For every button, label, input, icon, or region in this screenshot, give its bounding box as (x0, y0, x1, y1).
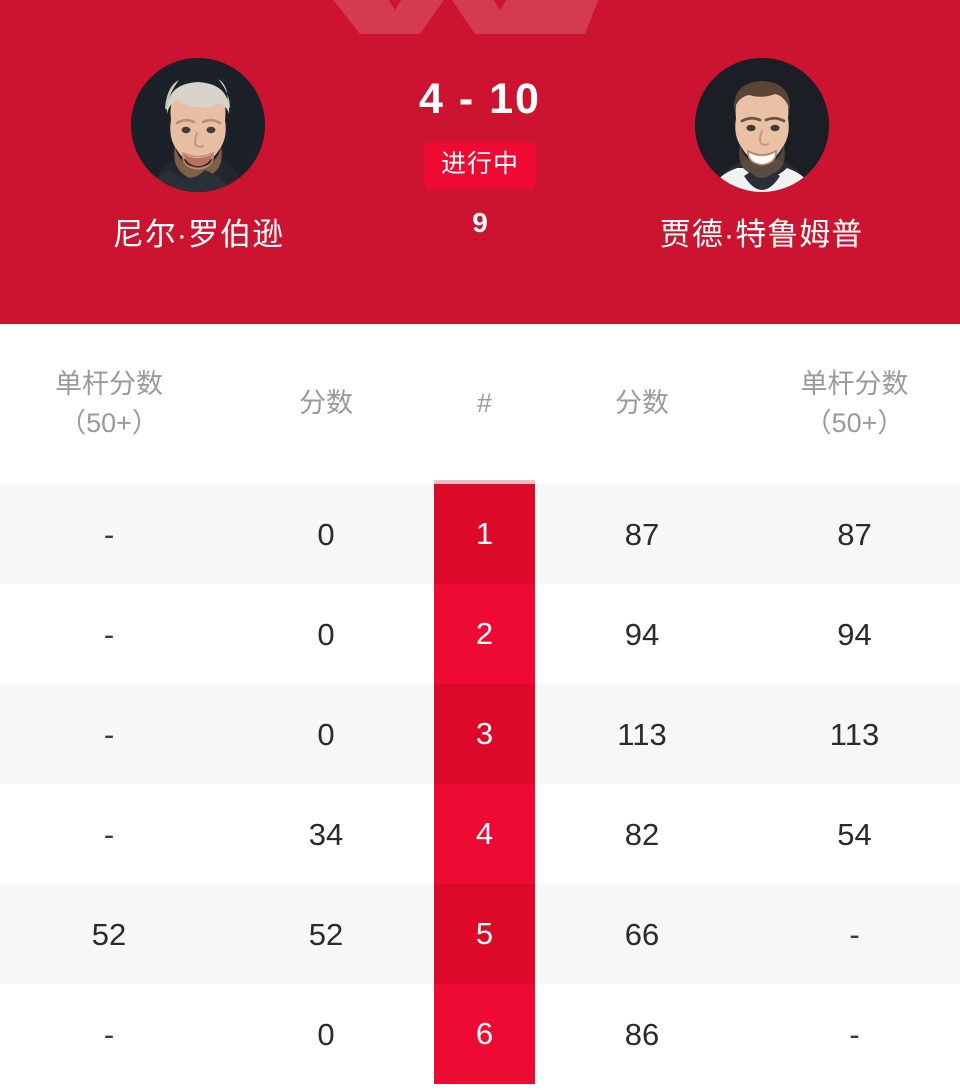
cell-p1-score: 0 (317, 1016, 335, 1052)
current-frame-number: 9 (472, 207, 488, 238)
cell-p1-break: - (103, 616, 115, 652)
cell-frame-number: 4 (434, 784, 535, 884)
cell-p1-score: 0 (317, 716, 335, 752)
cell-p2-score: 82 (624, 816, 660, 852)
cell-p2-score: 87 (624, 516, 660, 552)
player-name-left: 尼尔·罗伯逊 (112, 217, 285, 252)
table-row[interactable]: - 0 2 94 94 (0, 584, 960, 684)
player-avatar-judd-trump (694, 58, 829, 192)
cell-p1-break: - (103, 1016, 115, 1052)
cell-p2-break: 54 (837, 816, 872, 852)
player-name-right: 贾德·特鲁姆普 (659, 217, 864, 252)
player-avatar-neil-robertson (131, 58, 266, 192)
table-body: - 0 1 87 87 - 0 2 94 94 - 0 3 113 113 (0, 480, 960, 1084)
column-header-line1: 分数 (299, 388, 353, 419)
column-header-line2: （50+） (804, 408, 905, 438)
cell-p1-score: 52 (308, 916, 344, 952)
status-badge: 进行中 (424, 142, 537, 189)
table-row[interactable]: - 34 4 82 54 (0, 784, 960, 884)
cell-frame-number: 6 (434, 984, 535, 1084)
cell-p1-break: 52 (91, 916, 127, 952)
column-header-line1: 分数 (615, 388, 669, 419)
cell-p1-score: 34 (308, 816, 344, 852)
cell-p1-break: - (103, 516, 115, 552)
cell-p2-break: 94 (837, 616, 872, 652)
cell-frame-number: 1 (434, 484, 535, 584)
column-header-line1: 单杆分数 (800, 368, 909, 399)
cell-p2-break: 113 (829, 716, 880, 752)
cell-p1-break: - (103, 716, 115, 752)
match-score: 4 - 10 (419, 75, 541, 123)
cell-p2-score: 94 (624, 616, 660, 652)
column-header-p1-break: 单杆分数 （50+） (0, 365, 218, 443)
cell-frame-number: 3 (434, 684, 535, 784)
table-row[interactable]: - 0 6 86 - (0, 984, 960, 1084)
table-header-row: 单杆分数 （50+） 分数 # 分数 单杆分数 （50+） (0, 324, 960, 484)
cell-p2-score: 86 (624, 1016, 660, 1052)
column-header-line1: 单杆分数 (55, 368, 163, 399)
frame-score-table: 单杆分数 （50+） 分数 # 分数 单杆分数 （50+） - 0 1 (0, 324, 960, 1084)
match-header: 尼尔·罗伯逊 4 - 10 进行中 9 (0, 0, 960, 324)
column-header-p1-score: 分数 (218, 384, 434, 423)
cell-p1-break: - (103, 816, 115, 852)
cell-p2-break: 87 (837, 516, 872, 552)
cell-p2-score: 113 (617, 716, 667, 752)
table-row[interactable]: 52 52 5 66 - (0, 884, 960, 984)
cell-p1-score: 0 (317, 516, 335, 552)
column-header-p2-break: 单杆分数 （50+） (749, 365, 960, 443)
table-row[interactable]: - 0 3 113 113 (0, 684, 960, 784)
cell-frame-number: 5 (434, 884, 535, 984)
player-block-right[interactable]: 贾德·特鲁姆普 (577, 0, 946, 252)
cell-p2-score: 66 (624, 916, 660, 952)
column-header-frame: # (434, 384, 535, 423)
cell-p2-break: - (849, 1016, 860, 1052)
column-header-line1: # (476, 388, 493, 419)
column-header-p2-score: 分数 (535, 384, 749, 423)
column-header-line2: （50+） (59, 408, 159, 438)
player-block-left[interactable]: 尼尔·罗伯逊 (14, 0, 383, 252)
cell-frame-number: 2 (434, 584, 535, 684)
score-block: 4 - 10 进行中 9 (383, 0, 577, 237)
header-inner: 尼尔·罗伯逊 4 - 10 进行中 9 (0, 0, 960, 324)
table-row[interactable]: - 0 1 87 87 (0, 484, 960, 584)
frame-column-cap (434, 480, 535, 484)
cell-p1-score: 0 (317, 616, 335, 652)
cell-p2-break: - (849, 916, 860, 952)
